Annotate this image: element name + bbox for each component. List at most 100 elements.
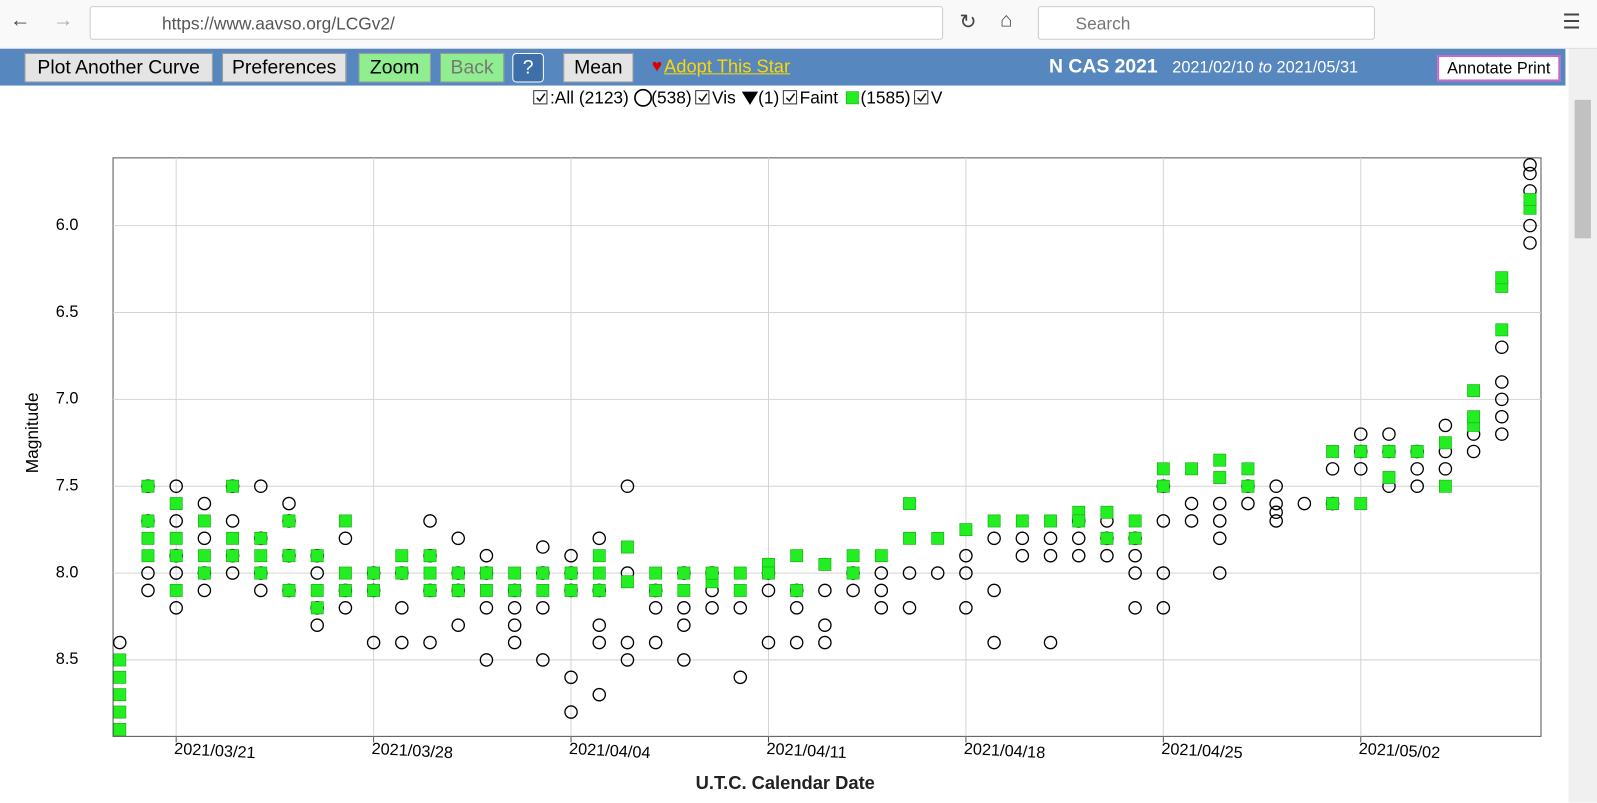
scroll-thumb[interactable] [1574,99,1591,239]
data-point [902,566,917,580]
data-point [648,635,663,650]
legend-checkmark [698,93,708,103]
data-point [225,566,240,580]
legend-checkmark [917,93,927,103]
data-point [169,549,183,563]
data-point [677,601,691,615]
reload[interactable]: ↻ [959,11,977,34]
data-point [310,618,324,632]
data-point [141,566,155,580]
x-tick-label: 2021/04/18 [963,740,1045,762]
data-point [1495,323,1509,337]
data-point [169,497,183,510]
legend-marker [741,91,759,105]
data-point [1495,409,1509,424]
data-point [225,514,240,528]
data-point [789,635,804,650]
data-point [282,496,296,511]
data-point [564,548,578,563]
data-point [141,583,155,598]
data-point [1269,496,1283,511]
date-range: 2021/02/10 to 2021/05/31 [1172,59,1358,77]
search-box[interactable]: Search [1037,6,1375,40]
data-point [1523,166,1537,181]
data-point [282,514,296,528]
data-point [1212,496,1227,511]
data-point [1354,462,1368,476]
data-point [254,549,268,563]
data-point [592,531,607,546]
home[interactable]: ⌂ [1000,9,1013,32]
legend-checkbox [914,90,929,105]
data-point [254,479,268,493]
data-point [1015,548,1030,563]
data-point [1015,514,1029,528]
data-point [1467,384,1481,398]
data-point [1382,445,1396,458]
data-point [818,618,832,632]
data-point [1156,514,1171,528]
data-point [1212,566,1227,580]
data-point [508,584,522,597]
data-point [1438,418,1453,433]
data-point [903,497,916,510]
forward[interactable]: → [52,9,74,32]
data-point [423,584,437,597]
data-point [1382,471,1396,484]
x-axis-title: U.T.C. Calendar Date [696,772,875,793]
data-point [592,635,607,650]
data-point [1015,531,1030,546]
data-point [113,723,127,736]
data-point [1438,462,1453,476]
data-point [1382,427,1396,441]
data-point [874,566,889,580]
data-point [1213,471,1227,484]
annotate-button[interactable]: Annotate Print [1437,54,1561,82]
data-point [141,531,155,545]
back[interactable]: ← [10,9,31,32]
y-tick-label: 7.0 [56,390,79,408]
data-point [338,601,353,615]
data-point [1269,505,1283,520]
data-point [282,549,296,563]
y-tick-label: 6.5 [56,303,79,321]
help-button[interactable]: ? [512,52,544,83]
y-tick-label: 7.5 [56,477,79,495]
data-point [1128,514,1142,528]
y-tick-label: 8.5 [56,650,79,668]
data-point [113,688,127,702]
x-tick-label: 2021/03/21 [174,740,256,762]
data-point [169,479,183,493]
data-point [733,601,748,615]
data-point [874,549,888,563]
x-tick-label: 2021/04/11 [766,740,847,762]
data-point [338,566,352,580]
adopt-link[interactable]: Adopt This Star [664,56,791,77]
data-point [564,670,578,685]
data-point [536,540,550,554]
address-bar[interactable]: https://www.aavso.org/LCGv2/ [89,6,944,40]
data-point [310,549,324,563]
data-point [423,514,437,528]
data-point [677,566,691,580]
data-point [902,601,917,615]
to: to [1258,59,1272,77]
legend-count: (1585) [861,87,911,107]
legend-checkmark [785,93,796,103]
plot-button[interactable]: Plot Another Curve [24,52,213,83]
back-button[interactable]: Back [439,52,505,83]
preferences-button[interactable]: Preferences [222,52,347,83]
data-point [1212,514,1227,528]
menu[interactable]: ☰ [1562,11,1581,34]
data-point [1184,496,1199,511]
data-point [959,523,973,537]
data-point [930,566,945,580]
data-point [733,584,747,597]
data-point [395,601,409,615]
data-point [564,705,578,719]
data-point [507,635,522,650]
scrollbar[interactable] [1568,48,1597,803]
mean-button[interactable]: Mean [563,52,634,83]
zoom-button[interactable]: Zoom [358,52,431,83]
